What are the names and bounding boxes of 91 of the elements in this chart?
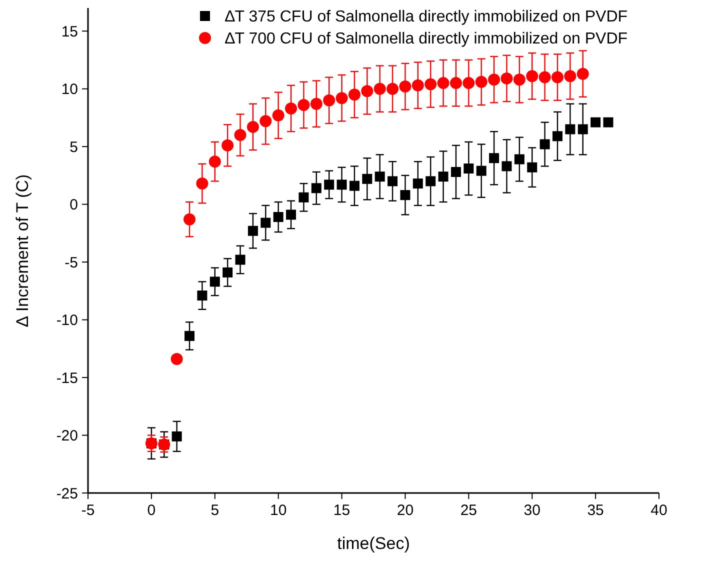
point — [464, 164, 474, 174]
point — [540, 139, 550, 150]
y-tick-label: -10 — [56, 312, 78, 330]
point — [208, 156, 221, 168]
point — [488, 74, 500, 86]
point — [324, 180, 334, 190]
point — [184, 213, 196, 226]
y-axis-title: ∆ Increment of T (C) — [13, 174, 32, 327]
point — [514, 154, 524, 164]
point — [170, 353, 183, 366]
point — [450, 77, 462, 90]
x-tick-label: 5 — [210, 502, 220, 519]
x-axis-title: time(Sec) — [337, 534, 410, 553]
point — [438, 172, 448, 182]
point — [527, 162, 538, 172]
point — [426, 176, 436, 186]
x-tick-label: 35 — [587, 502, 604, 519]
point — [399, 80, 412, 93]
point — [386, 82, 399, 95]
y-tick-label: -5 — [64, 254, 78, 272]
point — [400, 190, 410, 200]
point — [462, 77, 475, 90]
point — [578, 124, 588, 134]
point — [489, 153, 500, 164]
point — [475, 76, 488, 88]
point — [564, 70, 576, 82]
y-tick-label: 0 — [70, 196, 78, 214]
x-tick-label: 25 — [460, 502, 478, 519]
x-tick-label: -5 — [81, 502, 95, 519]
point — [526, 70, 538, 82]
point — [197, 290, 208, 301]
point — [273, 212, 284, 222]
point — [248, 226, 258, 236]
point — [222, 267, 233, 278]
point — [311, 183, 322, 194]
point — [476, 166, 486, 176]
point — [502, 161, 512, 172]
point — [590, 117, 601, 128]
point — [412, 178, 423, 189]
point — [310, 98, 322, 110]
point — [272, 109, 284, 122]
point — [235, 254, 246, 265]
point — [196, 178, 208, 190]
y-tick-label: -15 — [56, 370, 78, 387]
point — [374, 172, 385, 182]
legend-label: ∆T 700 CFU of Salmonella directly immobilized on PVDF — [225, 30, 628, 48]
point — [450, 166, 461, 177]
point — [336, 180, 347, 190]
x-tick-label: 15 — [333, 502, 350, 519]
point — [552, 131, 562, 142]
point — [412, 79, 424, 92]
point — [565, 124, 576, 134]
x-tick-label: 20 — [396, 502, 414, 519]
point — [437, 77, 450, 90]
point — [222, 139, 234, 152]
point — [538, 71, 551, 84]
legend-label: ∆T 375 CFU of Salmonella directly immobilized on PVDF — [225, 8, 628, 26]
point — [603, 117, 614, 128]
point — [551, 71, 564, 84]
point — [348, 88, 360, 101]
x-tick-label: 40 — [650, 502, 668, 519]
point — [210, 276, 220, 287]
point — [172, 431, 182, 442]
point — [286, 210, 296, 220]
point — [246, 120, 259, 133]
x-tick-label: 30 — [524, 502, 540, 519]
point — [424, 78, 437, 90]
point — [184, 330, 195, 341]
point — [388, 176, 398, 186]
point — [260, 218, 271, 228]
point — [260, 115, 272, 128]
point — [323, 94, 336, 106]
point — [234, 129, 246, 142]
x-tick-label: 10 — [270, 502, 287, 519]
point — [500, 72, 513, 84]
y-tick-label: -25 — [56, 485, 78, 502]
point — [349, 180, 360, 191]
y-tick-label: 15 — [61, 23, 78, 40]
x-tick-label: 0 — [147, 502, 156, 519]
point — [374, 82, 386, 95]
y-tick-label: -20 — [56, 428, 78, 445]
point — [362, 174, 372, 184]
point — [336, 92, 348, 104]
point — [285, 102, 298, 114]
y-tick-label: 10 — [61, 81, 78, 98]
y-tick-label: 5 — [70, 138, 78, 156]
point — [576, 68, 589, 80]
point — [361, 85, 374, 98]
point — [298, 99, 310, 111]
point — [298, 192, 309, 202]
point — [513, 74, 526, 86]
